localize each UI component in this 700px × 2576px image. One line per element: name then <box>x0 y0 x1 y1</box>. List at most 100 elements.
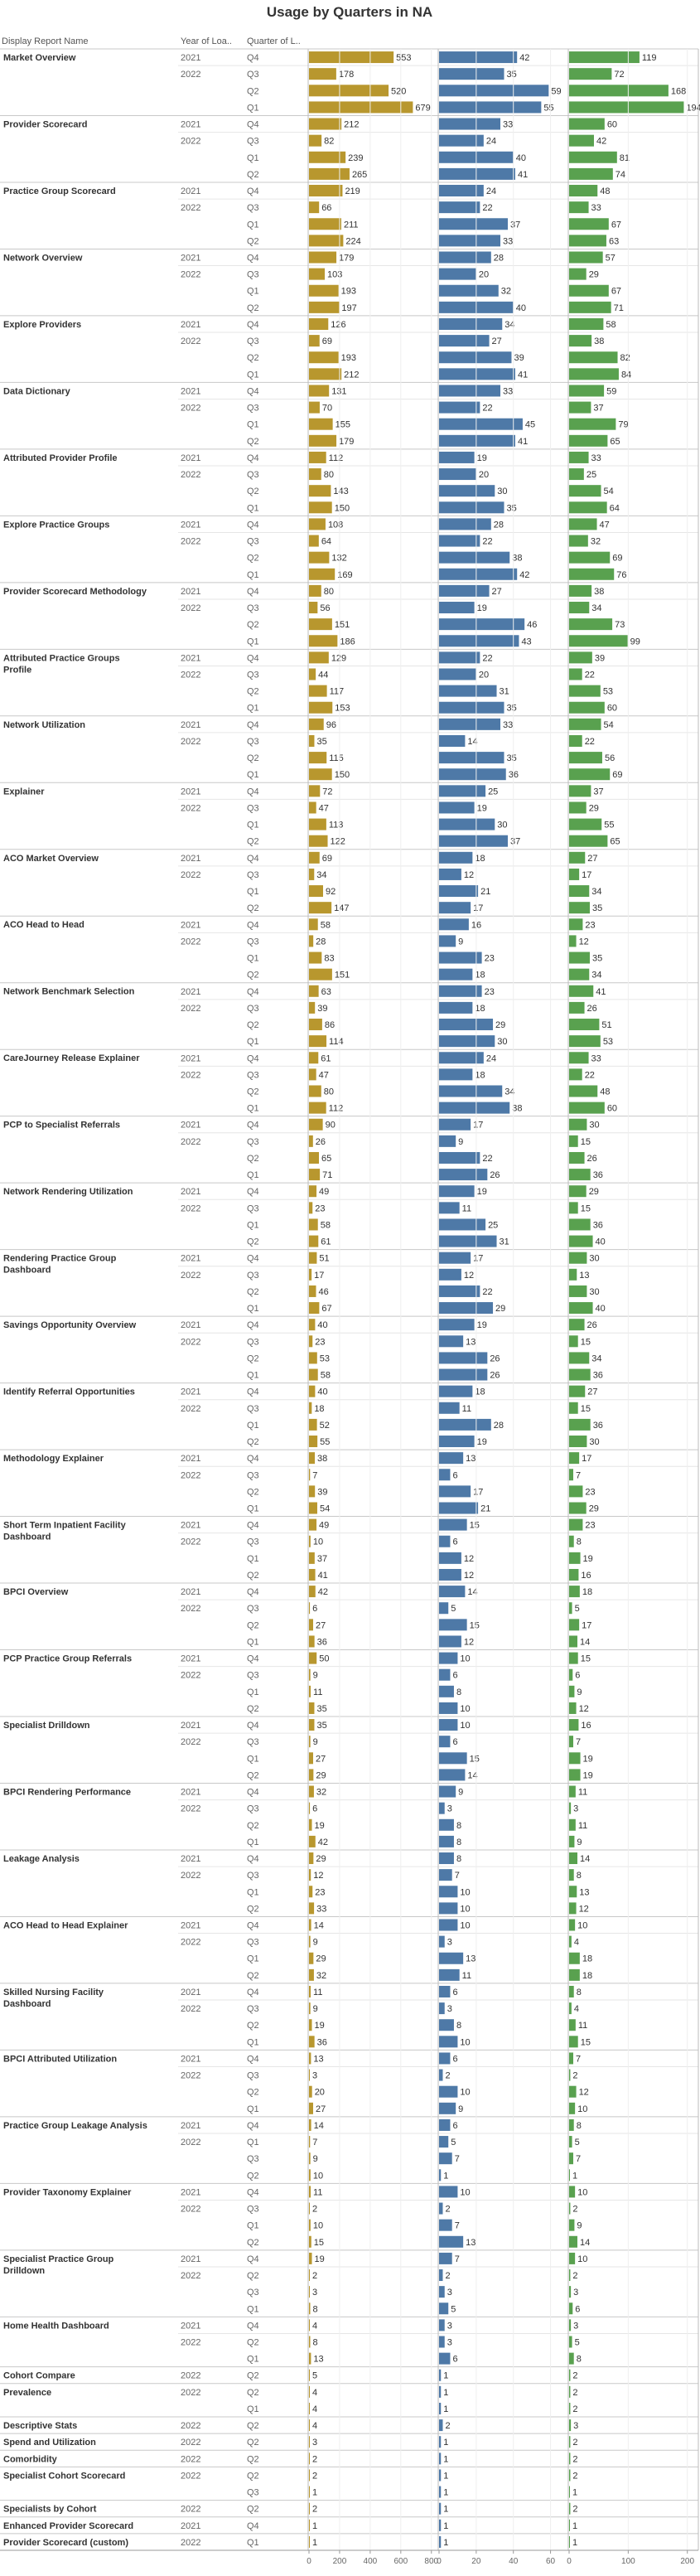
quarter-label: Q1 <box>247 2138 259 2147</box>
value-label: 43 <box>521 637 531 646</box>
value-label: 31 <box>500 687 509 697</box>
value-label: 7 <box>455 1871 460 1881</box>
value-label: 42 <box>519 53 529 63</box>
bar-click-count <box>309 434 337 447</box>
value-label: 3 <box>573 2421 578 2431</box>
tick-label: 40 <box>509 2557 519 2566</box>
quarter-label: Q4 <box>247 1721 259 1731</box>
quarter-label: Q1 <box>247 1504 259 1514</box>
year-label: 2022 <box>181 2538 200 2548</box>
bar-unique-users-count <box>569 1736 573 1748</box>
quarter-label: Q1 <box>247 1170 259 1180</box>
value-label: 2 <box>445 2271 450 2281</box>
value-label: 63 <box>321 987 331 997</box>
bar-unique-users-count <box>569 1202 578 1214</box>
bar-unique-users-count <box>569 1118 587 1131</box>
value-label: 11 <box>313 1988 322 1997</box>
value-label: 56 <box>320 603 330 613</box>
bar-distinct-count-of-org-id <box>439 2219 452 2231</box>
bar-unique-users-count <box>569 2052 573 2065</box>
bar-distinct-count-of-org-id <box>439 951 482 964</box>
bar-distinct-count-of-org-id <box>439 251 491 264</box>
bar-distinct-count-of-org-id <box>439 284 499 297</box>
bar-distinct-count-of-org-id <box>439 584 490 597</box>
bar-distinct-count-of-org-id <box>439 1001 473 1014</box>
quarter-label: Q2 <box>247 1971 259 1981</box>
value-label: 40 <box>516 153 526 163</box>
bar-click-count <box>309 1518 317 1531</box>
value-label: 37 <box>593 787 603 797</box>
quarter-label: Q1 <box>247 1037 259 1047</box>
quarter-label: Q1 <box>247 370 259 380</box>
bar-click-count <box>309 2136 311 2148</box>
value-label: 17 <box>473 903 483 913</box>
year-label: 2021 <box>181 1921 200 1931</box>
bar-distinct-count-of-org-id <box>439 2402 442 2414</box>
year-label: 2021 <box>181 254 200 264</box>
quarter-label: Q2 <box>247 1437 259 1447</box>
value-label: 80 <box>324 470 334 480</box>
bar-unique-users-count <box>569 1835 575 1847</box>
bar-click-count <box>309 1835 316 1847</box>
value-label: 16 <box>581 1721 591 1731</box>
bar-distinct-count-of-org-id <box>439 835 508 847</box>
report-name: Provider Taxonomy Explainer <box>3 2187 132 2197</box>
bar-distinct-count-of-org-id <box>439 651 480 664</box>
bar-unique-users-count <box>569 785 591 797</box>
value-label: 1 <box>443 2388 448 2398</box>
value-label: 6 <box>452 2054 457 2064</box>
bar-click-count <box>309 2052 311 2065</box>
value-label: 57 <box>606 254 616 264</box>
value-label: 7 <box>312 2138 317 2147</box>
quarter-label: Q2 <box>247 2021 259 2031</box>
bar-click-count <box>309 1218 318 1231</box>
report-name: Network Benchmark Selection <box>3 987 135 997</box>
value-label: 224 <box>345 236 360 246</box>
report-name: Rendering Practice Group <box>3 1254 117 1264</box>
year-label: 2022 <box>181 2421 200 2431</box>
value-label: 35 <box>507 753 517 763</box>
quarter-label: Q3 <box>247 404 259 414</box>
quarter-label: Q2 <box>247 1571 259 1581</box>
value-label: 16 <box>581 1571 591 1581</box>
bar-distinct-count-of-org-id <box>439 1902 458 1915</box>
bar-distinct-count-of-org-id <box>439 2519 442 2531</box>
bar-unique-users-count <box>569 868 580 880</box>
value-label: 26 <box>587 1320 597 1330</box>
value-label: 26 <box>490 1170 500 1180</box>
bar-distinct-count-of-org-id <box>439 985 482 997</box>
value-label: 11 <box>578 1821 587 1831</box>
report-name: BPCI Rendering Performance <box>3 1787 131 1797</box>
value-label: 13 <box>579 1887 589 1897</box>
report-name: Network Utilization <box>3 720 85 730</box>
report-name: Practice Group Leakage Analysis <box>3 2121 147 2131</box>
value-label: 40 <box>596 1237 606 1247</box>
bar-click-count <box>309 851 320 864</box>
report-name: Leakage Analysis <box>3 1854 80 1864</box>
value-label: 23 <box>315 1203 325 1213</box>
bar-click-count <box>309 401 320 414</box>
value-label: 18 <box>582 1954 592 1964</box>
bar-click-count <box>309 1719 315 1731</box>
value-label: 25 <box>587 470 596 480</box>
value-label: 58 <box>321 1220 331 1230</box>
tick-label: 800 <box>424 2557 438 2566</box>
value-label: 23 <box>485 987 495 997</box>
value-label: 29 <box>316 1954 326 1964</box>
quarter-label: Q4 <box>247 320 259 330</box>
quarter-label: Q2 <box>247 2454 259 2464</box>
value-label: 14 <box>580 1854 590 1864</box>
year-label: 2022 <box>181 2388 200 2398</box>
year-label: 2022 <box>181 1871 200 1881</box>
bar-distinct-count-of-org-id <box>439 451 475 463</box>
bar-unique-users-count <box>569 2286 572 2298</box>
bar-click-count <box>309 2118 311 2131</box>
bar-distinct-count-of-org-id <box>439 602 475 614</box>
bar-unique-users-count <box>569 551 611 564</box>
value-label: 15 <box>314 2238 324 2248</box>
bar-click-count <box>309 2385 310 2398</box>
value-label: 1 <box>443 2438 448 2448</box>
value-label: 58 <box>606 320 616 330</box>
value-label: 36 <box>317 2037 327 2047</box>
bar-distinct-count-of-org-id <box>439 768 506 781</box>
